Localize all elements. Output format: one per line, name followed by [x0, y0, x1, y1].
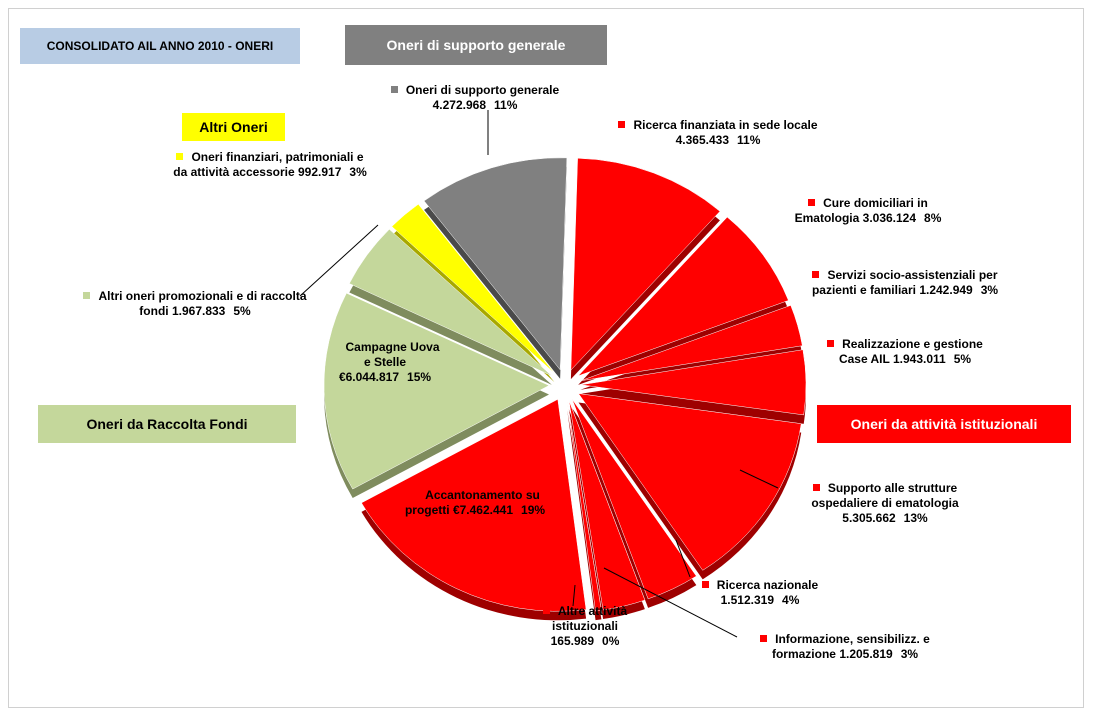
slice: [577, 216, 789, 377]
data-label: Cure domiciliari in Ematologia 3.036.124…: [778, 196, 958, 226]
label-percent: 13%: [903, 511, 928, 525]
label-amount: 1.242.949: [919, 283, 973, 297]
slice: [570, 157, 721, 371]
label-marker: [701, 581, 709, 588]
label-name: Altri oneri promozionali e di raccolta f…: [98, 289, 307, 318]
slice: [323, 292, 550, 490]
label-percent: 3%: [980, 283, 999, 297]
label-name: Realizzazione e gestione Case AIL: [838, 337, 983, 366]
label-amount: 992.917: [298, 165, 342, 179]
slice: [423, 157, 568, 371]
label-percent: 5%: [953, 352, 972, 366]
data-label: Altre attività istituzionali 165.989 0%: [520, 604, 650, 649]
label-marker: [812, 271, 820, 278]
label-name: Cure domiciliari in Ematologia: [794, 196, 928, 225]
label-amount: 3.036.124: [862, 211, 917, 225]
slice: [580, 305, 803, 382]
frame: [8, 8, 1084, 708]
label-name: Servizi socio-assistenziali per pazienti…: [811, 268, 998, 297]
chart-title: CONSOLIDATO AIL ANNO 2010 - ONERI: [20, 28, 300, 64]
label-amount: 1.967.833: [171, 304, 226, 318]
slice: [361, 398, 587, 612]
slice: [391, 203, 555, 374]
label-percent: 5%: [233, 304, 251, 318]
group-label: Altri Oneri: [182, 113, 285, 141]
label-marker: [618, 121, 626, 128]
slice: [571, 399, 697, 600]
slice: [348, 228, 553, 377]
label-marker: [330, 343, 338, 350]
label-name: Ricerca finanziata in sede locale: [633, 118, 818, 132]
label-marker: [410, 491, 418, 498]
leader-line: [299, 224, 379, 297]
label-marker: [176, 153, 184, 160]
label-marker: [827, 340, 835, 347]
label-name: Ricerca nazionale: [716, 578, 819, 592]
label-marker: [542, 607, 550, 614]
label-percent: 3%: [900, 647, 919, 661]
data-label: Campagne Uova e Stelle €6.044.817 15%: [330, 340, 440, 385]
label-amount: 1.205.819: [839, 647, 893, 661]
label-name: Oneri finanziari, patrimoniali e da atti…: [173, 150, 364, 179]
data-label: Servizi socio-assistenziali per pazienti…: [810, 268, 1000, 298]
data-label: Altri oneri promozionali e di raccolta f…: [80, 289, 310, 319]
label-percent: 11%: [737, 133, 761, 147]
label-amount: €7.462.441: [452, 503, 514, 517]
label-marker: [812, 484, 820, 491]
label-amount: 1.943.011: [892, 352, 946, 366]
leader-line: [603, 567, 738, 638]
label-amount: 5.305.662: [842, 511, 896, 525]
label-marker: [760, 635, 768, 642]
data-label: Supporto alle strutture ospedaliere di e…: [785, 481, 985, 526]
label-marker: [390, 86, 398, 93]
data-label: Ricerca nazionale 1.512.319 4%: [685, 578, 835, 608]
data-label: Realizzazione e gestione Case AIL 1.943.…: [820, 337, 990, 367]
label-percent: 19%: [521, 503, 546, 517]
label-percent: 15%: [407, 370, 432, 384]
label-amount: 165.989: [550, 634, 595, 648]
label-name: Supporto alle strutture ospedaliere di e…: [811, 481, 959, 510]
leader-line: [675, 539, 691, 578]
label-percent: 3%: [349, 165, 367, 179]
label-amount: €6.044.817: [338, 370, 400, 384]
data-label: Oneri finanziari, patrimoniali e da atti…: [170, 150, 370, 180]
label-percent: 4%: [782, 593, 800, 607]
label-name: Oneri di supporto generale: [405, 83, 560, 97]
label-amount: 4.365.433: [675, 133, 730, 147]
label-name: Informazione, sensibilizz. e formazione: [771, 632, 930, 661]
leader-line: [739, 469, 779, 489]
group-label: Oneri da Raccolta Fondi: [38, 405, 296, 443]
label-percent: 11%: [494, 98, 518, 112]
label-marker: [83, 292, 91, 299]
slice: [568, 400, 646, 611]
data-label: Oneri di supporto generale 4.272.968 11%: [370, 83, 580, 113]
slice: [577, 393, 802, 571]
slice: [580, 349, 807, 416]
data-label: Informazione, sensibilizz. e formazione …: [735, 632, 955, 662]
label-amount: 1.512.319: [720, 593, 775, 607]
label-percent: 8%: [924, 211, 942, 225]
group-label: Oneri di supporto generale: [345, 25, 607, 65]
slice: [566, 400, 602, 612]
label-marker: [808, 199, 816, 206]
label-name: Accantonamento su progetti: [404, 488, 540, 517]
data-label: Accantonamento su progetti €7.462.441 19%: [400, 488, 550, 518]
label-name: Campagne Uova e Stelle: [345, 340, 440, 369]
group-label: Oneri da attività istituzionali: [817, 405, 1071, 443]
label-percent: 0%: [602, 634, 620, 648]
label-amount: 4.272.968: [432, 98, 487, 112]
data-label: Ricerca finanziata in sede locale 4.365.…: [613, 118, 823, 148]
label-name: Altre attività istituzionali: [552, 604, 628, 633]
leader-line: [572, 584, 576, 607]
